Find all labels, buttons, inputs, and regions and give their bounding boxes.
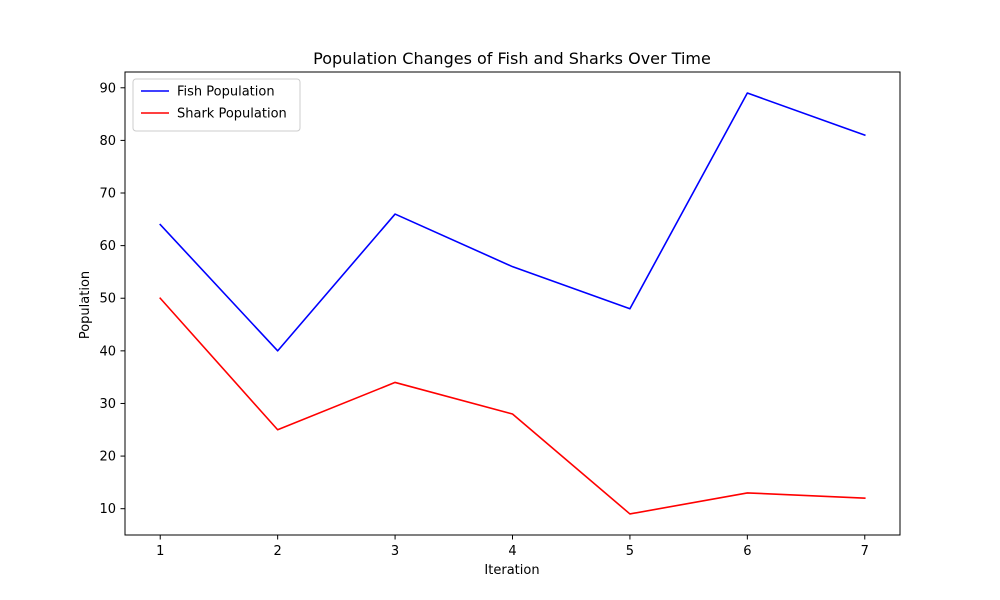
x-tick-label: 4 bbox=[508, 544, 516, 559]
x-tick-label: 3 bbox=[391, 544, 399, 559]
x-axis-label: Iteration bbox=[484, 563, 539, 578]
chart-title: Population Changes of Fish and Sharks Ov… bbox=[313, 49, 711, 68]
y-tick-label: 70 bbox=[99, 187, 116, 202]
y-tick-label: 20 bbox=[99, 450, 116, 465]
legend-label: Shark Population bbox=[177, 107, 287, 122]
y-axis: 10 20 30 40 50 60 70 80 90 bbox=[99, 81, 125, 517]
y-tick-label: 90 bbox=[99, 81, 116, 96]
x-tick-label: 1 bbox=[156, 544, 164, 559]
y-axis-label: Population bbox=[78, 271, 93, 339]
series-line-2 bbox=[159, 297, 866, 515]
x-axis: 1 2 3 4 5 6 7 bbox=[156, 535, 869, 559]
series-line-1 bbox=[159, 92, 866, 352]
series-layer bbox=[159, 92, 866, 515]
y-tick-label: 80 bbox=[99, 134, 116, 149]
legend-box bbox=[132, 78, 301, 132]
y-tick-label: 50 bbox=[99, 292, 116, 307]
y-tick-label: 10 bbox=[99, 502, 116, 517]
y-tick-label: 40 bbox=[99, 344, 116, 359]
x-tick-label: 7 bbox=[861, 544, 869, 559]
x-tick-label: 6 bbox=[743, 544, 751, 559]
y-tick-label: 30 bbox=[99, 397, 116, 412]
legend: Fish Population Shark Population bbox=[132, 78, 301, 132]
y-tick-label: 60 bbox=[99, 239, 116, 254]
x-tick-label: 2 bbox=[274, 544, 282, 559]
x-tick-label: 5 bbox=[626, 544, 634, 559]
legend-label: Fish Population bbox=[177, 85, 275, 100]
